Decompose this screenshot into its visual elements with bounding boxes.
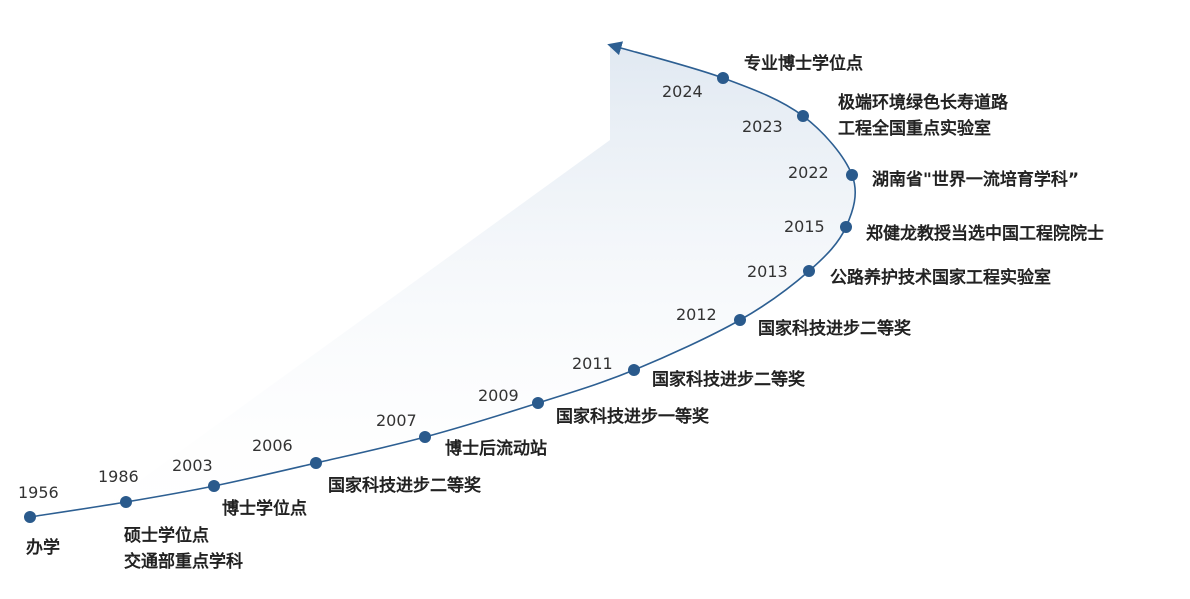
milestone-year: 2011 xyxy=(572,354,613,373)
milestone-text: 博士学位点 xyxy=(222,498,307,519)
milestone-dot xyxy=(840,221,852,233)
milestone-text: 国家科技进步二等奖 xyxy=(652,369,806,390)
milestone-year: 2015 xyxy=(784,217,825,236)
milestone-text: 交通部重点学科 xyxy=(124,551,243,572)
milestone-year: 2022 xyxy=(788,163,829,182)
milestone-dot xyxy=(310,457,322,469)
milestone-dot xyxy=(803,265,815,277)
milestone-year: 2009 xyxy=(478,386,519,405)
milestone-dot xyxy=(24,511,36,523)
milestone-year: 1986 xyxy=(98,467,139,486)
milestone-year: 1956 xyxy=(18,483,59,502)
milestone-year: 2023 xyxy=(742,117,783,136)
milestone-text: 湖南省"世界一流培育学科” xyxy=(872,169,1079,190)
milestone-dot xyxy=(419,431,431,443)
milestone-year: 2012 xyxy=(676,305,717,324)
milestone-text: 极端环境绿色长寿道路 xyxy=(838,92,1009,113)
milestone-text: 硕士学位点 xyxy=(124,525,209,546)
milestone-year: 2007 xyxy=(376,411,417,430)
milestone-text: 博士后流动站 xyxy=(445,438,547,459)
milestone-year: 2003 xyxy=(172,456,213,475)
milestone-text: 国家科技进步二等奖 xyxy=(758,318,912,339)
milestone-text: 办学 xyxy=(26,537,60,558)
milestone-text: 专业博士学位点 xyxy=(744,53,863,74)
milestone-dot xyxy=(797,110,809,122)
band xyxy=(30,45,856,560)
milestone-dot xyxy=(628,364,640,376)
milestone-dot xyxy=(532,397,544,409)
milestone-dot xyxy=(717,72,729,84)
milestone-text: 郑健龙教授当选中国工程院院士 xyxy=(866,223,1104,244)
milestone-text: 公路养护技术国家工程实验室 xyxy=(830,267,1051,288)
milestone-dot xyxy=(846,169,858,181)
milestone-text: 工程全国重点实验室 xyxy=(838,118,991,139)
milestone-dot xyxy=(120,496,132,508)
milestone-dot xyxy=(208,480,220,492)
milestone-year: 2006 xyxy=(252,436,293,455)
milestone-text: 国家科技进步二等奖 xyxy=(328,475,482,496)
milestone-dot xyxy=(734,314,746,326)
milestone-text: 国家科技进步一等奖 xyxy=(556,406,710,427)
milestone-year: 2024 xyxy=(662,82,703,101)
milestone-year: 2013 xyxy=(747,262,788,281)
